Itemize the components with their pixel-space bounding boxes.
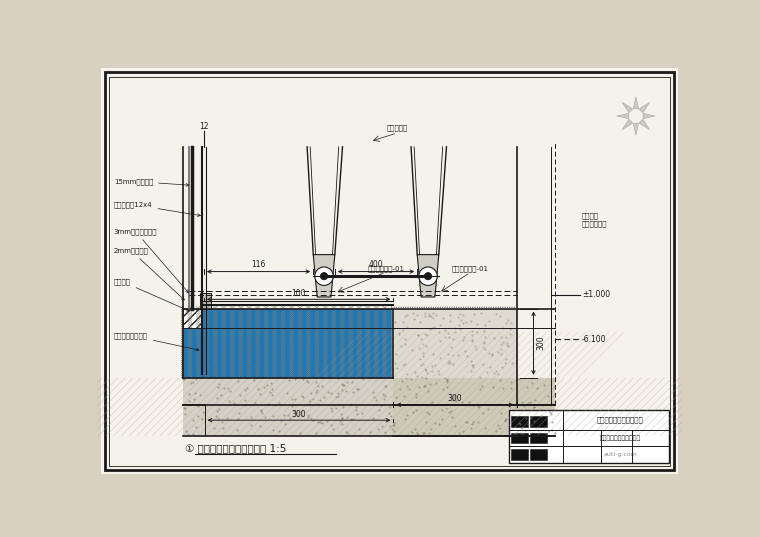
Bar xyxy=(511,449,528,460)
Bar xyxy=(394,309,517,378)
Polygon shape xyxy=(417,255,439,297)
Bar xyxy=(183,309,392,378)
Text: 116: 116 xyxy=(252,260,266,269)
Text: 遮缭不锈钓板-01: 遮缭不锈钓板-01 xyxy=(367,265,404,272)
Text: 底面板条: 底面板条 xyxy=(114,278,189,311)
Bar xyxy=(183,309,201,328)
Bar xyxy=(509,410,669,462)
Text: 12: 12 xyxy=(199,122,209,132)
Bar xyxy=(530,416,547,427)
Text: 3mm不锈钓遮缭板: 3mm不锈钓遮缭板 xyxy=(114,228,188,293)
Text: 100: 100 xyxy=(291,289,306,297)
Text: auti-g.com: auti-g.com xyxy=(603,452,638,456)
Text: 300: 300 xyxy=(537,336,546,351)
Bar xyxy=(394,378,555,436)
Circle shape xyxy=(419,267,437,286)
Bar xyxy=(183,378,555,436)
Text: 点式幕墙下收口竖剖节点: 点式幕墙下收口竖剖节点 xyxy=(597,417,644,424)
Bar xyxy=(511,432,528,443)
Polygon shape xyxy=(633,124,638,135)
Text: 遮缭不锈钓板-01: 遮缭不锈钓板-01 xyxy=(452,265,489,272)
Bar xyxy=(511,416,528,427)
Polygon shape xyxy=(622,119,632,129)
Circle shape xyxy=(315,267,334,286)
Text: 底面板保温防水层: 底面板保温防水层 xyxy=(114,332,199,351)
Text: ① 点式幕墙下收口竖剖节点 1:5: ① 点式幕墙下收口竖剖节点 1:5 xyxy=(185,444,287,454)
Polygon shape xyxy=(643,113,655,119)
Polygon shape xyxy=(616,113,629,119)
Circle shape xyxy=(424,272,432,280)
Bar xyxy=(200,293,211,309)
Text: -6.100: -6.100 xyxy=(582,335,606,344)
Bar xyxy=(530,449,547,460)
Text: 点式幕墙下收口竖剖节点: 点式幕墙下收口竖剖节点 xyxy=(600,435,641,441)
Text: 实心半径复合: 实心半径复合 xyxy=(582,221,607,227)
Polygon shape xyxy=(633,97,638,109)
Bar xyxy=(530,432,547,443)
Text: 2mm铝板垫层: 2mm铝板垫层 xyxy=(114,248,185,300)
Text: ±1.000: ±1.000 xyxy=(582,290,610,299)
Text: 铝挟件规格12x4: 铝挟件规格12x4 xyxy=(114,201,201,216)
Polygon shape xyxy=(313,255,335,297)
Text: 300: 300 xyxy=(448,394,462,403)
Polygon shape xyxy=(639,119,650,129)
Bar xyxy=(183,309,394,378)
Polygon shape xyxy=(639,103,650,113)
Circle shape xyxy=(321,272,328,280)
Text: 400: 400 xyxy=(369,260,383,269)
Text: 15mm饰化玻璃: 15mm饰化玻璃 xyxy=(114,178,188,186)
Text: 内装面板: 内装面板 xyxy=(582,213,599,220)
Text: 300: 300 xyxy=(292,410,306,419)
Text: 不锈钓拉杆: 不锈钓拉杆 xyxy=(387,125,408,132)
Polygon shape xyxy=(622,103,632,113)
